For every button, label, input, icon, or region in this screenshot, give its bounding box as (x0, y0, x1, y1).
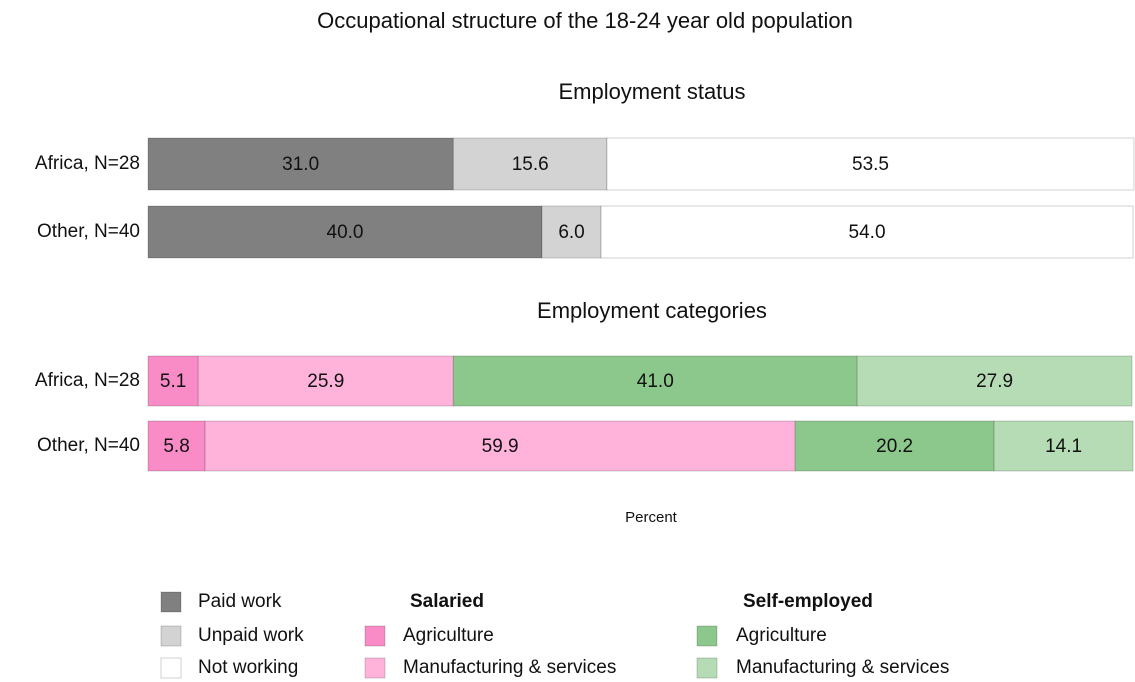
legend-group-title: Salaried (410, 591, 484, 612)
data-label: 6.0 (558, 222, 584, 243)
data-label: 53.5 (852, 154, 889, 175)
bar-segment (204, 420, 796, 472)
bar-segment (856, 355, 1133, 407)
legend-swatch (160, 591, 182, 613)
legend-swatch (696, 625, 718, 647)
y-tick-label: Africa, N=28 (35, 153, 140, 174)
data-label: 15.6 (512, 154, 549, 175)
data-label: 41.0 (637, 371, 674, 392)
bar-segment (452, 355, 858, 407)
chart-title: Occupational structure of the 18-24 year… (317, 8, 853, 33)
data-label: 40.0 (327, 222, 364, 243)
legend-label: Agriculture (736, 625, 827, 646)
panel-title: Employment categories (537, 298, 767, 323)
bar-segment (794, 420, 995, 472)
y-tick-label: Other, N=40 (37, 435, 140, 456)
bar-segment (600, 205, 1134, 259)
legend-group-title: Self-employed (743, 591, 873, 612)
data-label: 27.9 (976, 371, 1013, 392)
bar-segment (606, 137, 1135, 191)
legend-label: Agriculture (403, 625, 494, 646)
bar-segment (147, 137, 454, 191)
data-label: 25.9 (307, 371, 344, 392)
data-label: 54.0 (849, 222, 886, 243)
data-label: 59.9 (482, 436, 519, 457)
data-label: 31.0 (282, 154, 319, 175)
legend-label: Manufacturing & services (736, 657, 949, 678)
y-tick-label: Africa, N=28 (35, 370, 140, 391)
bar-segment (541, 205, 602, 259)
data-label: 5.1 (160, 371, 186, 392)
legend-swatch (696, 657, 718, 679)
legend-swatch (160, 657, 182, 679)
data-label: 20.2 (876, 436, 913, 457)
data-label: 14.1 (1045, 436, 1082, 457)
legend-label: Unpaid work (198, 625, 304, 646)
bar-segment (147, 205, 543, 259)
bar-segment (993, 420, 1134, 472)
legend-label: Not working (198, 657, 298, 678)
legend-swatch (364, 625, 386, 647)
data-label: 5.8 (163, 436, 189, 457)
legend-swatch (160, 625, 182, 647)
panel-title: Employment status (558, 79, 745, 104)
legend-swatch (364, 657, 386, 679)
bar-segment (197, 355, 454, 407)
bar-segment (147, 355, 199, 407)
x-axis-label: Percent (625, 509, 678, 526)
y-tick-label: Other, N=40 (37, 221, 140, 242)
legend-label: Paid work (198, 591, 282, 612)
legend-label: Manufacturing & services (403, 657, 616, 678)
bar-segment (452, 137, 608, 191)
